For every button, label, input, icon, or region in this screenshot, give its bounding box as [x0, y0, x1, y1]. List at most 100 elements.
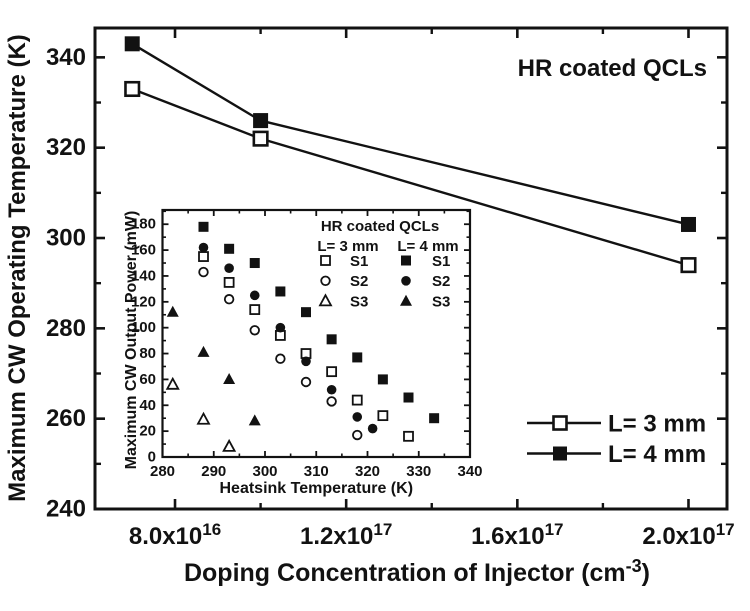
data-point-marker	[223, 277, 235, 288]
data-point-marker	[249, 258, 260, 269]
inset-legend-marker	[320, 255, 331, 266]
main-y-axis-label: Maximum CW Operating Temperature (K)	[4, 34, 31, 502]
main-x-axis-label: Doping Concentration of Injector (cm-3)	[184, 556, 650, 587]
data-point-marker	[300, 376, 312, 388]
inset-y-tick-label: 120	[131, 293, 156, 310]
data-point-marker	[326, 396, 337, 407]
data-point-marker	[198, 242, 209, 253]
data-point-marker	[124, 36, 140, 52]
main-x-tick-label: 2.0x1017	[642, 520, 734, 550]
inset-y-tick-label: 20	[139, 423, 156, 440]
data-point-marker	[326, 334, 337, 345]
data-point-marker	[222, 438, 237, 452]
data-point-marker	[223, 294, 235, 305]
inset-legend-marker	[318, 293, 333, 307]
inset-y-tick-label: 180	[131, 216, 156, 233]
inset-x-tick-label: 330	[406, 463, 431, 480]
inset-legend-label: S2	[432, 273, 450, 290]
inset-x-tick-label: 290	[201, 463, 226, 480]
main-x-tick-label: 1.6x1017	[471, 520, 563, 550]
inset-y-tick-label: 160	[131, 242, 156, 259]
inset-legend-label: S3	[350, 293, 368, 310]
inset-y-tick-label: 40	[139, 397, 156, 414]
inset-legend-marker	[320, 275, 331, 287]
data-point-marker	[403, 430, 414, 442]
data-point-marker	[252, 130, 269, 147]
data-point-marker	[680, 257, 697, 274]
inset-y-tick-label: 140	[131, 267, 156, 284]
inset-x-tick-label: 340	[457, 463, 482, 480]
inset-x-tick-label: 280	[150, 463, 175, 480]
main-x-tick-label: 1.2x1017	[300, 520, 392, 550]
inset-series-0-s1	[198, 251, 414, 442]
data-point-marker	[165, 376, 180, 390]
inset-legend-label: S1	[432, 253, 450, 270]
data-point-marker	[198, 266, 209, 278]
inset-legend-marker	[400, 294, 412, 306]
inset-legend-label: S1	[350, 253, 368, 270]
data-point-marker	[124, 80, 141, 98]
main-y-tick-label: 300	[46, 225, 86, 252]
inset-x-tick-label: 320	[355, 463, 380, 480]
inset-legend-title: HR coated QCLs	[321, 218, 439, 235]
inset-x-axis-label: Heatsink Temperature (K)	[219, 480, 413, 497]
inset-series-5-s3	[166, 305, 261, 426]
inset-x-tick-label: 310	[304, 463, 329, 480]
data-point-marker	[352, 412, 363, 422]
data-point-marker	[249, 290, 260, 301]
main-series-l4mm	[124, 36, 696, 232]
data-point-marker	[326, 366, 338, 378]
inset-legend-col1-header: L= 3 mm	[317, 238, 378, 255]
data-point-marker	[680, 216, 696, 232]
data-point-marker	[198, 221, 209, 232]
data-point-marker	[301, 307, 311, 318]
main-x-tick-label: 8.0x1016	[129, 520, 221, 550]
data-point-marker	[198, 251, 209, 262]
main-y-tick-label: 260	[46, 405, 86, 432]
inset-series-3-s2	[198, 242, 378, 434]
main-y-tick-label: 240	[46, 496, 86, 523]
inset-series-2-s2	[198, 266, 363, 441]
main-y-tick-label: 340	[46, 44, 86, 71]
inset-plot: 280 290 300 310 320 330 340 0 20 40 60 80 100 120 140 1…	[123, 208, 483, 497]
data-point-marker	[249, 304, 261, 315]
data-point-marker	[301, 356, 311, 367]
data-point-marker	[351, 394, 363, 406]
data-point-marker	[367, 423, 378, 434]
data-point-marker	[352, 352, 363, 363]
data-point-marker	[429, 413, 440, 424]
inset-series-1-s1	[198, 221, 440, 424]
data-point-marker	[249, 325, 260, 336]
inset-y-axis-label: Maximum CW Output Power (mW)	[123, 211, 140, 470]
data-point-marker	[403, 392, 414, 403]
data-point-marker	[377, 374, 388, 385]
inset-legend-label: S2	[350, 273, 368, 290]
data-point-marker	[253, 113, 269, 129]
legend-marker	[552, 415, 568, 431]
main-y-tick-label: 320	[46, 134, 86, 161]
data-point-marker	[326, 384, 337, 395]
legend-label: L= 4 mm	[608, 441, 706, 468]
data-point-marker	[248, 414, 261, 426]
data-point-marker	[197, 345, 210, 357]
inset-legend-marker	[401, 255, 411, 266]
inset-legend-marker	[401, 276, 411, 286]
data-point-marker	[166, 305, 179, 317]
inset-legend-col2-header: L= 4 mm	[397, 238, 458, 255]
legend-marker	[553, 446, 567, 461]
main-annotation: HR coated QCLs	[518, 55, 707, 82]
inset-legend-label: S3	[432, 293, 450, 310]
inset-plot-border	[161, 208, 472, 459]
main-y-tick-label: 280	[46, 315, 86, 342]
inset-x-tick-label: 300	[252, 463, 277, 480]
inset-series-4-s3	[165, 376, 237, 452]
inset-y-tick-label: 0	[148, 449, 156, 466]
data-point-marker	[224, 263, 234, 273]
data-point-marker	[224, 243, 235, 254]
data-point-marker	[275, 353, 286, 364]
data-point-marker	[275, 322, 286, 333]
main-series-l3mm	[124, 80, 697, 274]
